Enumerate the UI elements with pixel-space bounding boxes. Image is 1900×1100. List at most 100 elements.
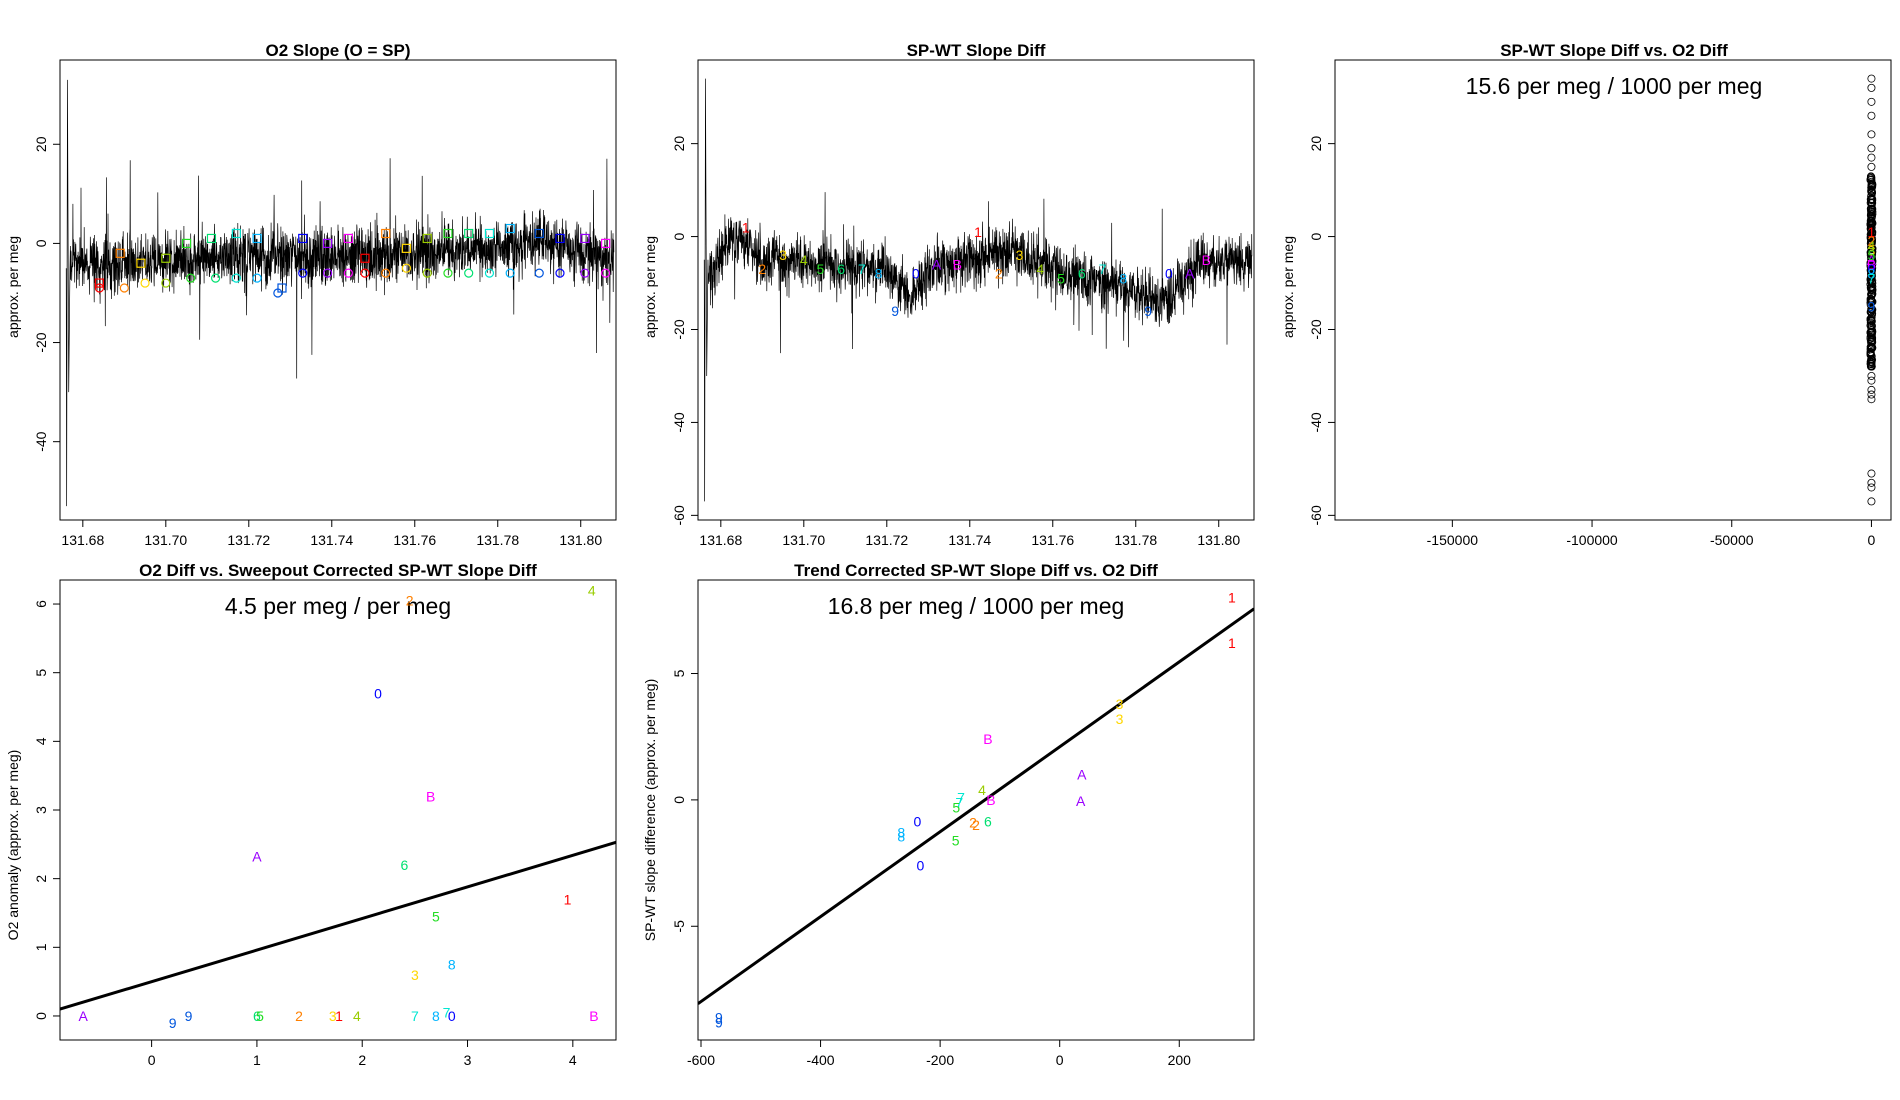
x-tick-label: 131.72 xyxy=(227,532,270,548)
point-label: 2 xyxy=(972,817,980,833)
series-marker xyxy=(555,233,565,244)
x-tick-label: -600 xyxy=(687,1052,715,1068)
point-label: 7 xyxy=(957,789,965,805)
series-marker-label: 9 xyxy=(891,303,899,319)
series-marker xyxy=(580,268,590,278)
plot-area: 131.68 131.70 131.72 131.74 131.76 131.78 131.… xyxy=(671,78,1253,548)
x-tick-label: 131.78 xyxy=(476,532,519,548)
panel-title: Trend Corrected SP-WT Slope Diff vs. O2 … xyxy=(794,561,1158,580)
x-tick-label: 131.68 xyxy=(61,532,104,548)
series-line xyxy=(65,79,615,507)
scatter-point xyxy=(1868,212,1877,221)
series-marker xyxy=(401,243,412,253)
scatter-point xyxy=(1866,175,1875,184)
series-marker xyxy=(601,238,611,249)
scatter-point xyxy=(1866,349,1875,358)
point-label: 3 xyxy=(1868,243,1876,259)
plot-frame xyxy=(697,59,1255,521)
series-marker-label: B xyxy=(1202,252,1211,268)
series-marker xyxy=(252,233,262,244)
point-label: 6 xyxy=(400,857,408,873)
y-tick-label: 0 xyxy=(671,232,687,240)
series-marker xyxy=(206,233,217,244)
plot-area: -150000 -100000 -50000 0200-20-40-601234AB0… xyxy=(1308,74,1877,548)
y-tick-label: -40 xyxy=(33,431,49,451)
scatter-point xyxy=(1867,183,1876,192)
panel-title: O2 Diff vs. Sweepout Corrected SP-WT Slo… xyxy=(139,561,537,580)
x-tick-label: -100000 xyxy=(1566,532,1618,548)
scatter-point xyxy=(1867,229,1876,238)
scatter-point xyxy=(1867,343,1876,352)
series-marker xyxy=(464,228,474,239)
series-marker xyxy=(231,228,241,239)
x-tick-label: -50000 xyxy=(1710,532,1754,548)
scatter-point xyxy=(1867,243,1876,252)
x-tick-label: 3 xyxy=(464,1052,472,1068)
y-tick-label: 3 xyxy=(33,806,49,814)
scatter-point xyxy=(1866,221,1875,230)
y-tick-label: 2 xyxy=(33,875,49,883)
series-marker xyxy=(360,253,370,263)
point-label: B xyxy=(1867,256,1876,272)
series-marker-label: 4 xyxy=(800,252,808,268)
scatter-point xyxy=(1866,316,1875,325)
series-marker-label: A xyxy=(932,256,942,272)
point-label: B xyxy=(589,1008,598,1024)
panel-o2-diff-vs-sweepout: O2 Diff vs. Sweepout Corrected SP-WT Slo… xyxy=(5,561,617,1068)
scatter-point xyxy=(1867,258,1876,267)
series-marker-label: B xyxy=(953,256,962,272)
series-marker xyxy=(484,228,495,239)
scatter-point xyxy=(1867,330,1876,339)
point-label: 5 xyxy=(432,908,440,924)
plot-frame xyxy=(697,579,1255,1041)
scatter-point xyxy=(1867,218,1876,227)
point-label: 4 xyxy=(978,782,986,798)
plot-area: 131.68 131.70 131.72 131.74 131.76 131.78 131.… xyxy=(33,79,615,548)
scatter-point xyxy=(1867,162,1876,171)
point-label: 5 xyxy=(256,1008,264,1024)
series-marker-label: 8 xyxy=(1119,270,1127,286)
y-axis-label: SP-WT slope difference (approx. per meg) xyxy=(642,679,658,942)
x-tick-label: 131.74 xyxy=(948,532,991,548)
point-label: A xyxy=(1076,793,1086,809)
point-label: 1 xyxy=(564,891,572,907)
series-marker xyxy=(443,268,453,278)
slope-annotation: 4.5 per meg / per meg xyxy=(225,593,451,619)
series-marker xyxy=(534,268,544,278)
point-label: 1 xyxy=(1868,224,1876,240)
series-marker-label: 3 xyxy=(779,247,787,263)
point-label: A xyxy=(1867,252,1877,268)
x-tick-label: 0 xyxy=(1056,1052,1064,1068)
x-tick-label: 131.78 xyxy=(1114,532,1157,548)
series-marker xyxy=(186,273,196,283)
x-tick-label: 0 xyxy=(148,1052,156,1068)
y-axis-label: O2 anomaly (approx. per meg) xyxy=(5,750,21,941)
series-marker xyxy=(443,228,453,239)
x-tick-label: 1 xyxy=(253,1052,261,1068)
series-marker xyxy=(94,283,105,293)
scatter-point xyxy=(1867,130,1876,139)
series-marker xyxy=(161,278,171,288)
y-axis-label: approx. per meg xyxy=(5,236,21,338)
scatter-point xyxy=(1868,333,1877,342)
point-label: 2 xyxy=(969,815,977,831)
x-tick-label: 131.76 xyxy=(393,532,436,548)
y-tick-label: 20 xyxy=(33,136,49,152)
y-tick-label: -20 xyxy=(671,319,687,339)
point-label: 2 xyxy=(406,593,414,609)
series-marker xyxy=(161,253,171,263)
scatter-point xyxy=(1867,74,1876,83)
scatter-point xyxy=(1867,223,1876,232)
x-tick-label: 200 xyxy=(1168,1052,1192,1068)
series-marker xyxy=(298,233,308,244)
point-label: 2 xyxy=(295,1008,303,1024)
series-marker xyxy=(484,268,495,278)
scatter-point xyxy=(1867,317,1876,326)
x-tick-label: 131.68 xyxy=(699,532,742,548)
series-marker xyxy=(555,268,565,278)
series-marker-label: 2 xyxy=(758,261,766,277)
point-label: B xyxy=(986,792,995,808)
scatter-point xyxy=(1866,345,1875,354)
series-marker xyxy=(360,268,370,278)
series-marker xyxy=(231,273,241,283)
